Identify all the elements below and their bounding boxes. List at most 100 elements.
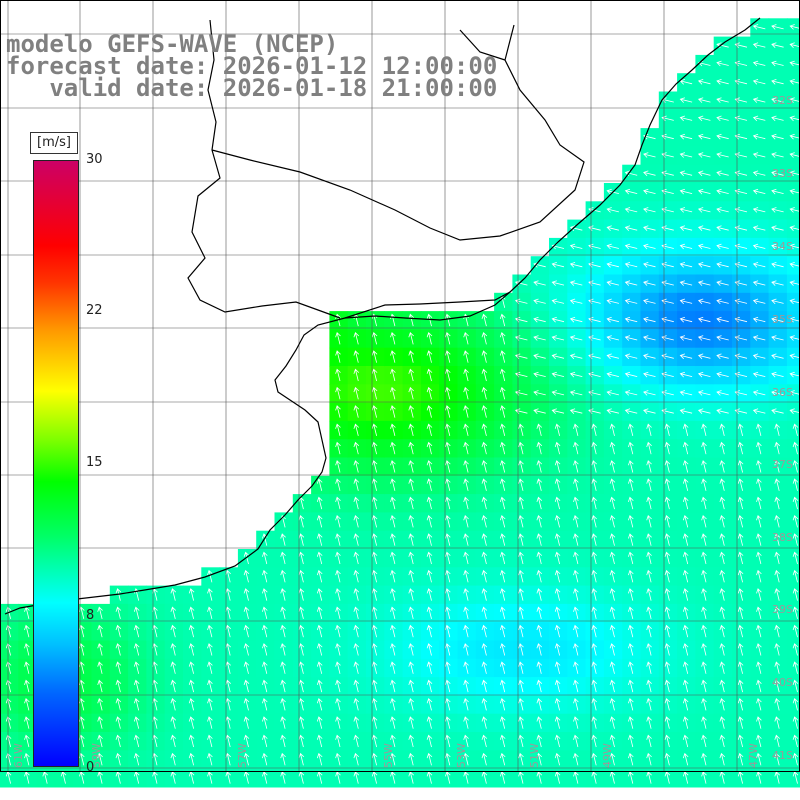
wind-speed-cell	[786, 768, 800, 788]
wind-vector-arrow	[646, 478, 652, 491]
wind-vector-arrow	[628, 734, 634, 748]
wind-vector-arrow	[499, 478, 506, 491]
wind-vector-arrow	[445, 441, 451, 455]
wind-vector-arrow	[554, 679, 561, 693]
wind-vector-arrow	[408, 624, 414, 638]
wind-vector-arrow	[426, 478, 433, 491]
wind-vector-arrow	[426, 624, 433, 638]
wind-vector-arrow	[554, 697, 561, 711]
wind-speed-cell	[786, 73, 800, 93]
wind-vector-arrow	[716, 97, 729, 103]
wind-vector-arrow	[771, 170, 784, 177]
wind-vector-arrow	[646, 716, 652, 729]
wind-vector-arrow	[353, 331, 360, 345]
wind-vector-arrow	[188, 734, 195, 748]
wind-speed-cell	[786, 274, 800, 294]
wind-vector-arrow	[679, 170, 693, 177]
wind-vector-arrow	[664, 624, 671, 638]
wind-vector-arrow	[697, 335, 711, 341]
longitude-label: 49W	[601, 743, 614, 768]
wind-vector-arrow	[643, 207, 656, 213]
wind-vector-arrow	[536, 569, 543, 583]
wind-vector-arrow	[737, 643, 744, 656]
inland-coastline	[187, 19, 585, 319]
wind-vector-arrow	[719, 423, 726, 436]
wind-vector-arrow	[719, 624, 726, 638]
wind-vector-arrow	[390, 331, 396, 345]
wind-vector-arrow	[771, 207, 784, 213]
wind-vector-arrow	[624, 262, 638, 268]
longitude-label: 61W	[12, 743, 25, 768]
wind-vector-arrow	[752, 316, 766, 323]
wind-vector-arrow	[609, 460, 616, 473]
wind-vector-arrow	[533, 371, 546, 378]
wind-vector-arrow	[628, 460, 634, 473]
wind-vector-arrow	[792, 514, 799, 528]
wind-vector-arrow	[408, 313, 414, 327]
wind-vector-arrow	[499, 679, 506, 693]
wind-vector-arrow	[390, 386, 396, 400]
wind-vector-arrow	[533, 298, 546, 305]
wind-speed-cell	[786, 256, 800, 276]
wind-vector-arrow	[701, 496, 707, 510]
wind-vector-arrow	[243, 752, 250, 766]
wind-vector-arrow	[316, 734, 323, 748]
wind-vector-arrow	[701, 752, 707, 766]
wind-vector-arrow	[551, 353, 565, 360]
wind-vector-arrow	[133, 679, 140, 693]
wind-vector-arrow	[426, 679, 433, 693]
wind-vector-arrow	[207, 716, 213, 729]
wind-vector-arrow	[207, 697, 213, 711]
wind-vector-arrow	[697, 408, 711, 414]
wind-vector-arrow	[792, 716, 799, 729]
wind-vector-arrow	[628, 569, 634, 583]
wind-vector-arrow	[316, 588, 323, 601]
wind-vector-arrow	[664, 606, 671, 619]
wind-vector-arrow	[646, 514, 652, 528]
wind-vector-arrow	[481, 386, 488, 400]
wind-vector-arrow	[390, 423, 396, 436]
wind-vector-arrow	[752, 335, 766, 341]
wind-vector-arrow	[426, 716, 433, 729]
wind-vector-arrow	[752, 390, 766, 396]
wind-vector-arrow	[533, 280, 546, 286]
wind-speed-cell	[786, 347, 800, 367]
wind-vector-arrow	[188, 624, 195, 638]
wind-vector-arrow	[628, 606, 634, 619]
wind-vector-arrow	[774, 716, 780, 729]
wind-vector-arrow	[591, 624, 597, 638]
wind-vector-arrow	[682, 643, 689, 656]
wind-vector-arrow	[518, 606, 524, 619]
wind-vector-arrow	[536, 460, 543, 473]
wind-vector-arrow	[316, 514, 323, 528]
wind-vector-arrow	[445, 514, 451, 528]
wind-vector-arrow	[573, 514, 579, 528]
wind-vector-arrow	[170, 697, 177, 711]
wind-vector-arrow	[536, 514, 543, 528]
wind-vector-arrow	[536, 533, 543, 546]
wind-vector-arrow	[679, 408, 693, 414]
wind-vector-arrow	[518, 643, 524, 656]
wind-vector-arrow	[188, 679, 195, 693]
wind-vector-arrow	[262, 697, 268, 711]
wind-vector-arrow	[719, 606, 726, 619]
wind-vector-arrow	[737, 697, 744, 711]
wind-vector-arrow	[569, 335, 583, 341]
wind-vector-arrow	[170, 643, 177, 656]
wind-vector-arrow	[426, 386, 433, 400]
wind-vector-arrow	[408, 643, 414, 656]
wind-vector-arrow	[115, 679, 122, 693]
wind-vector-arrow	[701, 423, 707, 436]
forecast-date: forecast date: 2026-01-12 12:00:00	[6, 52, 498, 80]
wind-vector-arrow	[609, 606, 616, 619]
wind-vector-arrow	[752, 243, 766, 250]
wind-vector-arrow	[463, 331, 469, 345]
wind-vector-arrow	[335, 460, 341, 473]
wind-vector-arrow	[573, 624, 579, 638]
wind-vector-arrow	[353, 478, 360, 491]
wind-vector-arrow	[280, 752, 286, 766]
longitude-label: 53W	[455, 743, 468, 768]
wind-vector-arrow	[664, 460, 671, 473]
wind-vector-arrow	[463, 496, 469, 510]
wind-vector-arrow	[170, 606, 177, 619]
